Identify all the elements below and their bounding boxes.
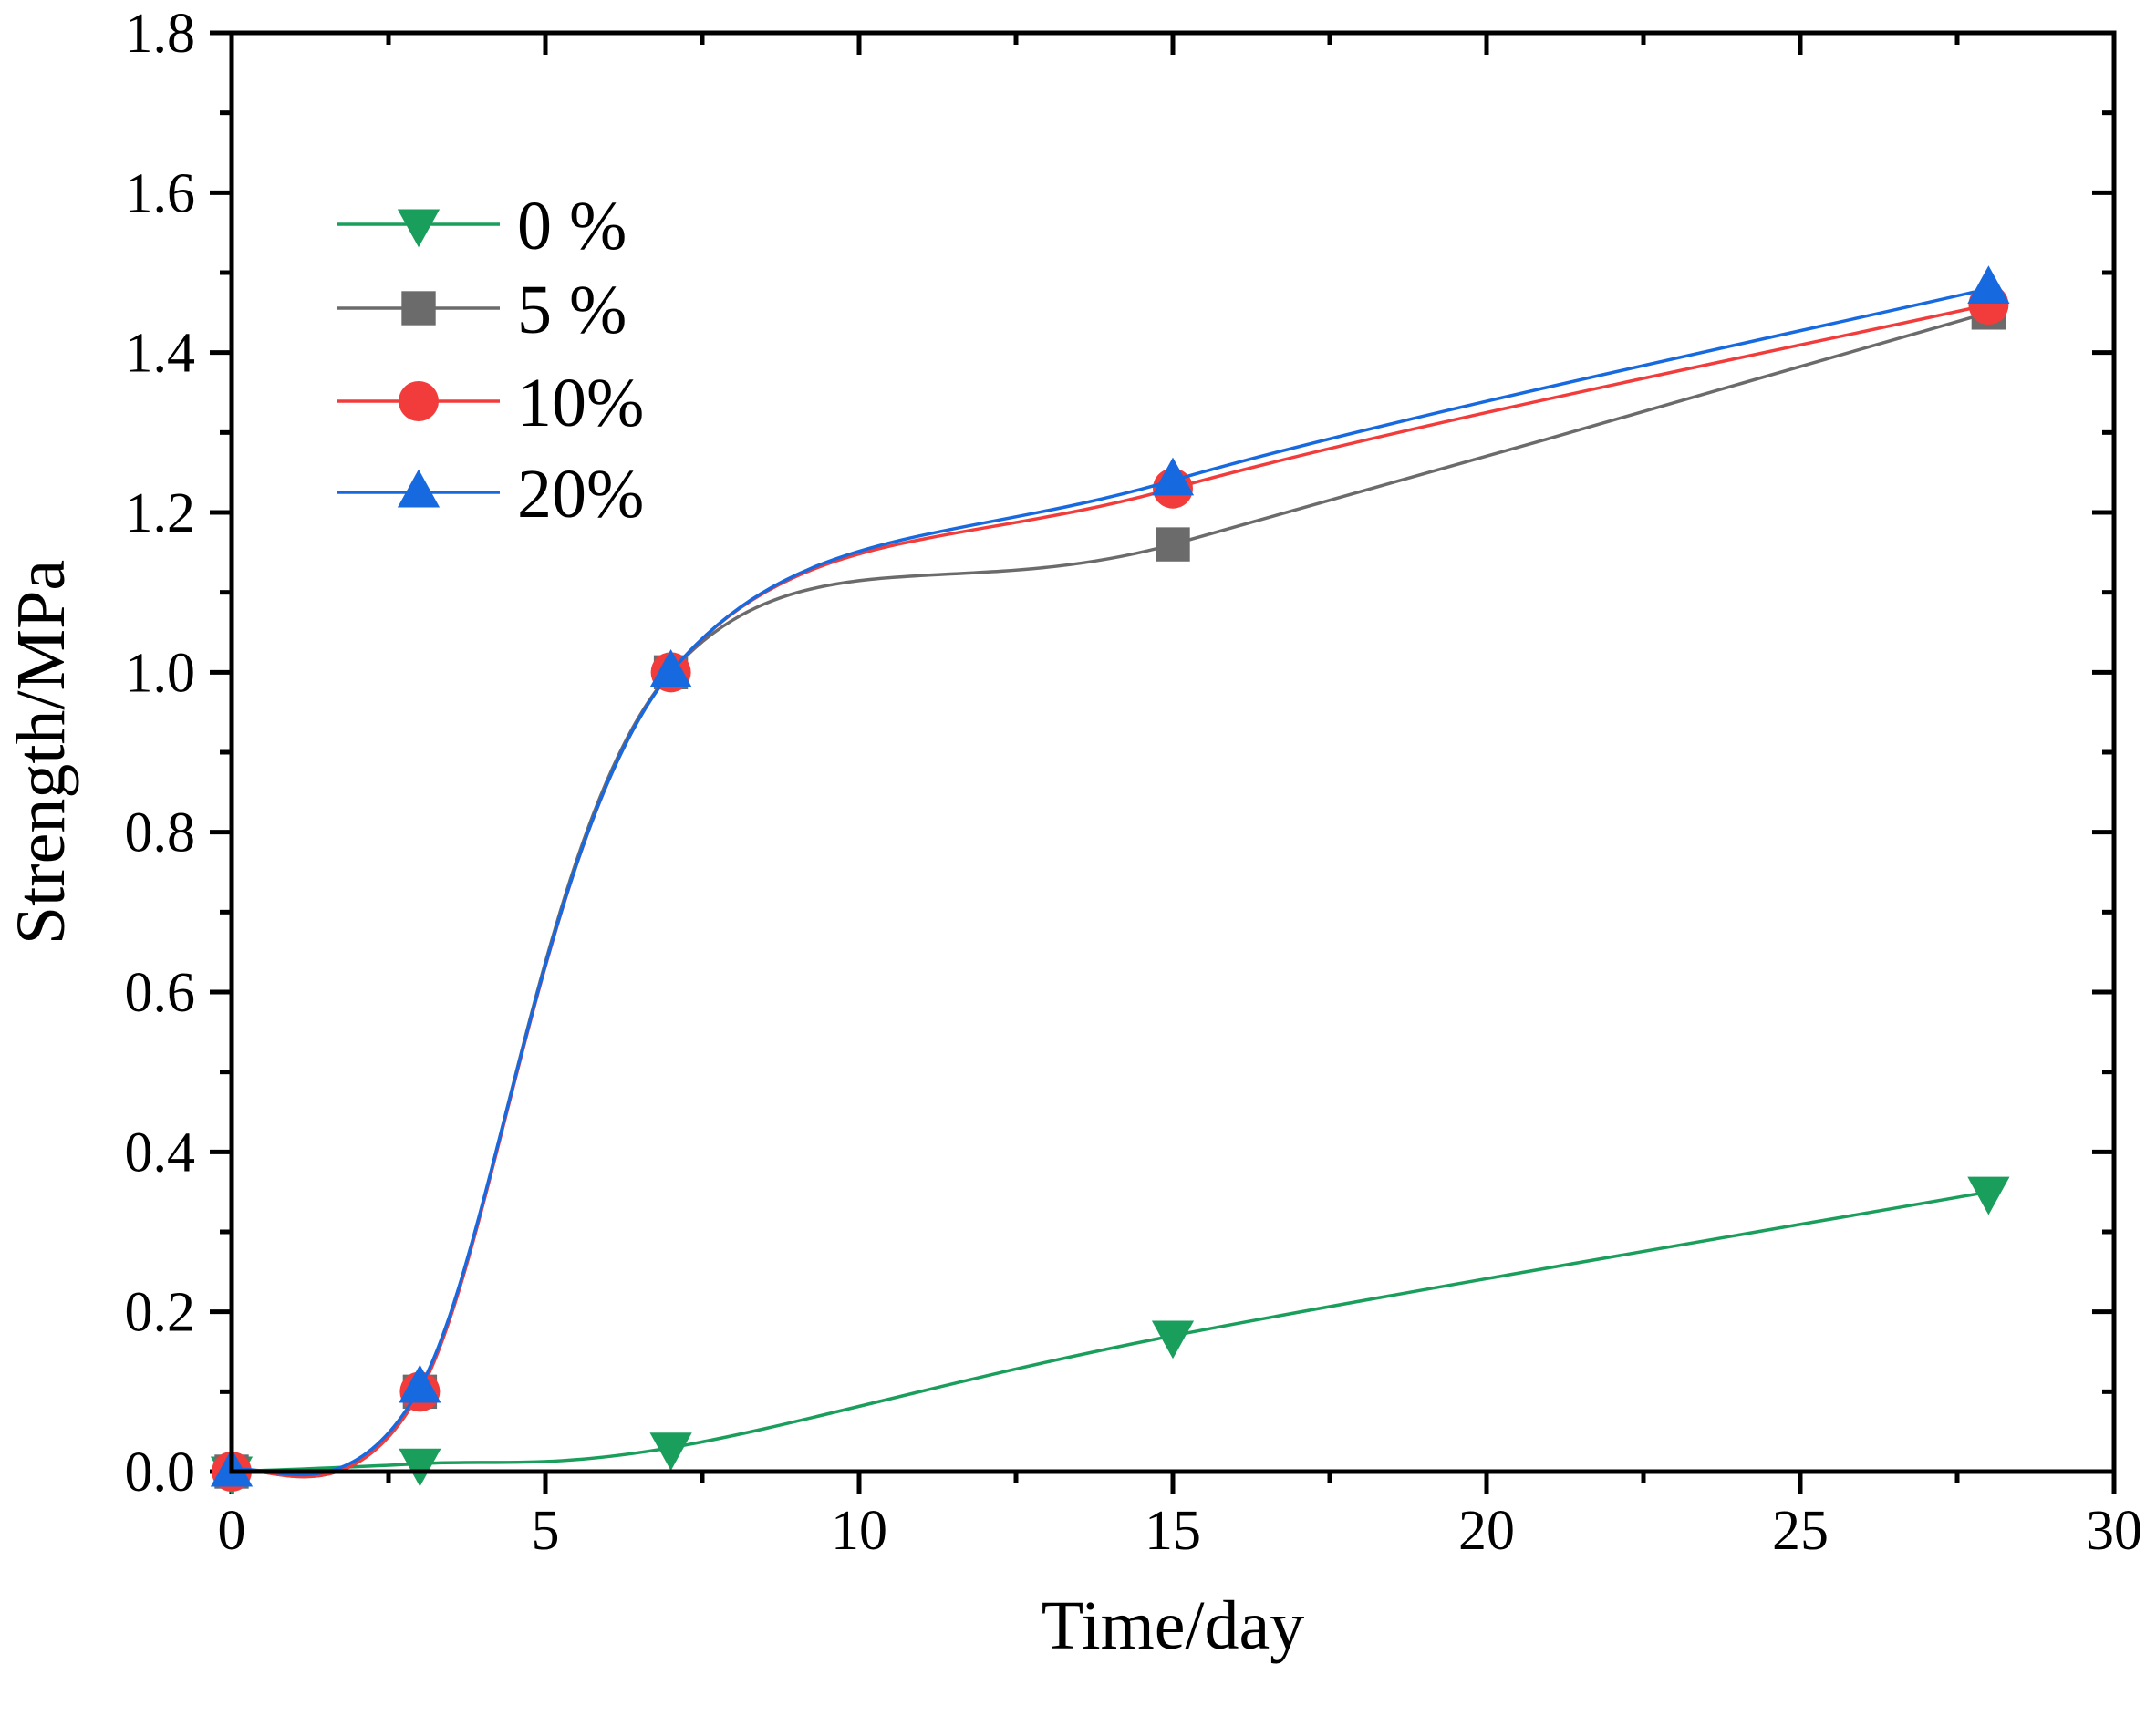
y-tick-label: 0.2	[125, 1282, 196, 1344]
legend-item: 20%	[337, 456, 644, 532]
legend-item: 0 %	[337, 188, 627, 264]
data-point	[1967, 1176, 2010, 1215]
y-tick-label: 1.4	[125, 323, 196, 385]
legend-marker	[399, 381, 439, 421]
y-tick-label: 0.8	[125, 802, 196, 864]
x-tick-label: 0	[218, 1500, 246, 1562]
y-tick-label: 1.8	[125, 3, 196, 65]
series-0	[210, 1176, 2010, 1495]
x-tick-label: 30	[2086, 1500, 2142, 1562]
x-tick-label: 25	[1772, 1500, 1829, 1562]
legend-label: 5 %	[517, 272, 627, 348]
x-axis-title: Time/day	[1042, 1587, 1305, 1664]
series-3	[210, 265, 2010, 1487]
legend-label: 0 %	[517, 188, 627, 264]
data-point	[399, 1364, 441, 1403]
legend-marker	[401, 291, 436, 326]
data-point	[649, 649, 692, 687]
y-tick-label: 0.6	[125, 962, 196, 1024]
y-tick-label: 1.2	[125, 482, 196, 544]
legend-marker	[397, 469, 441, 508]
y-axis-title: Strength/MPa	[3, 560, 79, 945]
y-tick-label: 0.4	[125, 1122, 196, 1184]
y-tick-label: 1.6	[125, 162, 196, 224]
data-point	[1967, 265, 2010, 305]
x-tick-label: 5	[532, 1500, 560, 1562]
legend-item: 5 %	[337, 272, 627, 348]
x-tick-label: 20	[1458, 1500, 1515, 1562]
data-point	[399, 1448, 441, 1487]
data-point	[1156, 527, 1190, 562]
x-tick-label: 15	[1145, 1500, 1201, 1562]
legend-label: 20%	[517, 456, 644, 532]
y-tick-label: 1.0	[125, 642, 196, 704]
legend-marker	[397, 209, 441, 248]
data-point	[1151, 457, 1195, 496]
axis-ticks: 0 5 10 15 20 25 30 0.0 0.2 0.4 0.6 0.8 1.0 1.2 1.4 1.6 1…	[125, 3, 2143, 1562]
plot-frame	[229, 30, 2117, 1474]
data-point	[649, 1432, 692, 1471]
legend-item: 10%	[337, 365, 644, 441]
legend-label: 10%	[517, 365, 644, 441]
legend: 0 % 5 % 10% 20%	[337, 188, 644, 532]
x-tick-label: 10	[831, 1500, 887, 1562]
data-point	[1151, 1320, 1195, 1359]
y-tick-label: 0.0	[125, 1442, 196, 1504]
